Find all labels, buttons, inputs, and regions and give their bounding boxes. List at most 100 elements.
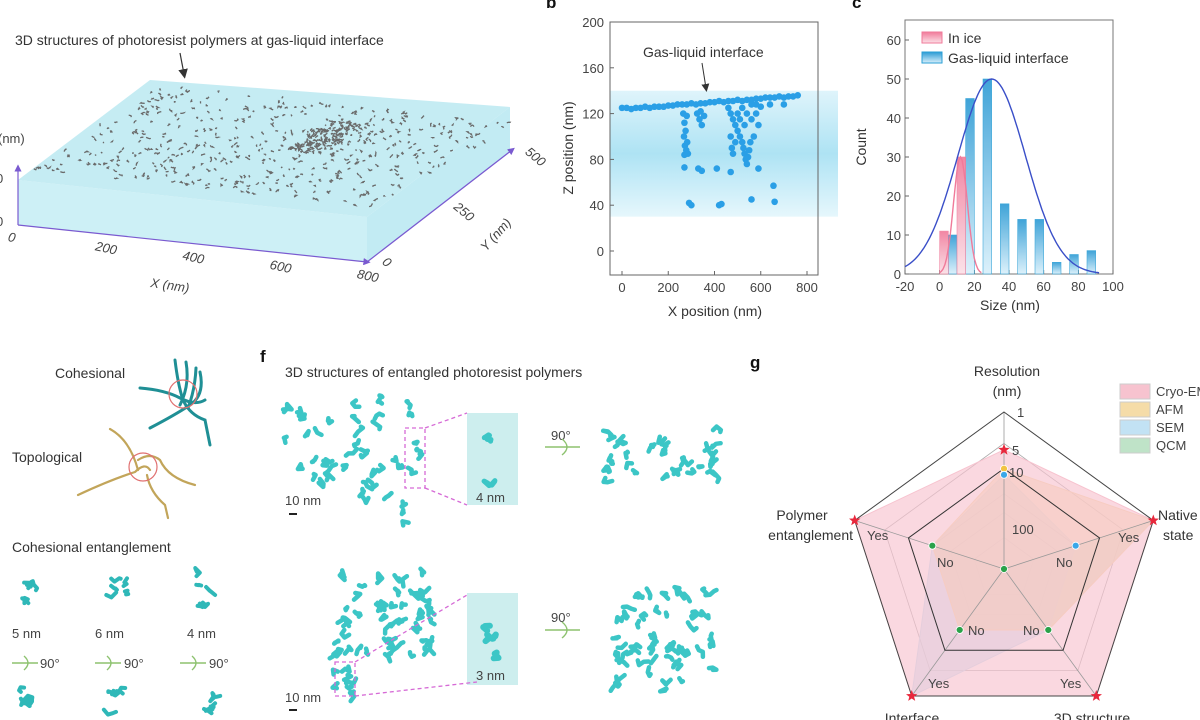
polymer-strand xyxy=(173,100,176,103)
polymer-strand xyxy=(214,127,218,130)
polymer-strand xyxy=(381,117,385,121)
polymer-segment xyxy=(638,611,649,622)
polymer-strand xyxy=(340,118,344,122)
polymer-strand xyxy=(162,132,167,135)
star-marker-icon xyxy=(998,443,1010,455)
polymer-segment xyxy=(646,643,656,656)
polymer-strand xyxy=(331,138,336,142)
polymer-strand xyxy=(76,465,152,497)
polymer-strand xyxy=(175,94,178,99)
data-point xyxy=(750,133,758,140)
x-tick-label: 400 xyxy=(181,248,206,267)
y-tick-label: 0 xyxy=(597,244,604,259)
panel-f-title: 3D structures of entangled photoresist p… xyxy=(285,364,582,380)
polymer-segment xyxy=(621,609,629,620)
polymer-strand xyxy=(247,187,250,190)
polymer-strand xyxy=(343,199,348,203)
histogram-bar xyxy=(956,156,966,275)
polymer-strand xyxy=(347,140,352,144)
polymer-segment xyxy=(694,644,706,660)
polymer-strand xyxy=(388,134,393,138)
polymer-segment xyxy=(340,462,349,473)
polymer-strand xyxy=(141,130,145,133)
panel-a-arrow xyxy=(178,52,188,79)
polymer-strand xyxy=(132,166,137,170)
polymer-strand xyxy=(372,184,377,187)
polymer-strand xyxy=(225,161,228,165)
polymer-strand xyxy=(496,121,499,124)
polymer-segment xyxy=(632,590,645,601)
polymer-strand xyxy=(326,190,329,194)
polymer-strand xyxy=(327,126,332,130)
polymer-strand xyxy=(359,134,363,139)
data-point xyxy=(1000,565,1008,573)
polymer-strand xyxy=(311,150,315,155)
polymer-strand xyxy=(161,135,165,138)
y-tick-label: 20 xyxy=(887,189,901,204)
polymer-strand xyxy=(337,127,343,130)
polymer-segment xyxy=(400,573,410,589)
x-axis-label: X (nm) xyxy=(149,275,191,295)
polymer-segment xyxy=(677,675,686,685)
z-tick: 0 xyxy=(0,171,3,186)
polymer-strand xyxy=(317,128,322,133)
polymer-strand xyxy=(450,129,453,134)
polymer-strand xyxy=(307,142,311,145)
polymer-segment xyxy=(702,441,712,453)
polymer-segment xyxy=(204,585,218,597)
polymer-segment xyxy=(339,664,352,674)
polymer-segment xyxy=(369,467,378,479)
polymer-segment xyxy=(705,468,718,478)
data-point xyxy=(748,196,755,203)
y-axis-label: Y (nm) xyxy=(477,215,514,254)
polymer-strand xyxy=(275,182,278,184)
polymer-strand xyxy=(296,142,301,146)
data-point xyxy=(681,151,688,159)
polymer-strand xyxy=(225,98,229,102)
polymer-strand xyxy=(252,110,255,113)
polymer-strand xyxy=(322,141,327,145)
polymer-strand xyxy=(347,167,351,170)
polymer-segment xyxy=(353,610,363,618)
data-point xyxy=(732,121,739,129)
polymer-strand xyxy=(93,138,97,142)
polymer-strand xyxy=(204,186,210,190)
polymer-strand xyxy=(308,180,313,183)
polymer-strand xyxy=(332,126,336,130)
legend-label: SEM xyxy=(1156,420,1184,435)
polymer-strand xyxy=(465,131,470,134)
polymer-strand xyxy=(310,132,315,139)
polymer-segment xyxy=(647,631,658,641)
polymer-strand xyxy=(343,126,348,131)
polymer-strand xyxy=(324,124,327,127)
polymer-strand xyxy=(309,146,314,149)
polymer-segment xyxy=(20,596,28,606)
polymer-strand xyxy=(242,174,247,179)
polymer-segment xyxy=(312,425,324,438)
y-tick-label: 30 xyxy=(887,150,901,165)
polymer-strand xyxy=(174,112,178,117)
polymer-segment xyxy=(707,639,716,650)
polymer-segment xyxy=(310,471,318,483)
data-point xyxy=(698,121,706,129)
polymer-segment xyxy=(392,572,402,584)
polymer-strand xyxy=(352,188,356,191)
radar-outline xyxy=(854,411,1154,697)
legend-label: Gas-liquid interface xyxy=(948,50,1069,66)
polymer-strand xyxy=(189,99,193,103)
polymer-segment xyxy=(706,665,719,673)
polymer-strand xyxy=(218,108,222,112)
polymer-segment xyxy=(349,413,362,425)
polymer-segment xyxy=(710,424,724,435)
polymer-segment xyxy=(600,428,614,438)
legend-swatch xyxy=(921,51,943,64)
polymer-strand xyxy=(297,148,301,152)
y-tick-label: 120 xyxy=(582,107,604,122)
polymer-segment xyxy=(341,672,354,683)
polymer-strand xyxy=(167,123,171,127)
x-tick-label: 60 xyxy=(1036,279,1050,294)
polymer-segment xyxy=(352,424,366,439)
polymer-segment xyxy=(653,604,662,616)
polymer-strand xyxy=(255,181,260,186)
polymer-segment xyxy=(195,601,205,610)
